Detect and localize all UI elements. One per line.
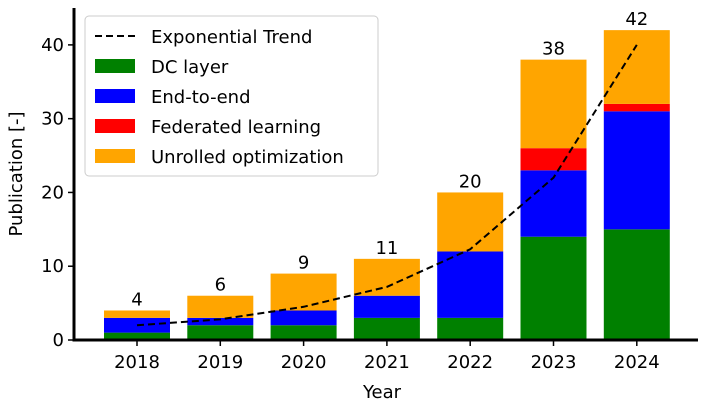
bar-dc-layer-2021 — [353, 317, 420, 340]
legend-box — [84, 15, 379, 177]
bar-end-to-end-2024 — [603, 111, 670, 230]
y-axis-title: Publication [-] — [6, 111, 27, 236]
bar-dc-layer-2020 — [270, 325, 337, 340]
x-tick-label: 2022 — [447, 352, 493, 373]
bars-layer — [104, 30, 670, 340]
total-label-2022: 20 — [459, 171, 482, 192]
bar-dc-layer-2023 — [520, 236, 587, 340]
legend-swatch-unrolled-optimization — [95, 149, 135, 163]
bar-end-to-end-2023 — [520, 170, 587, 237]
total-label-2020: 9 — [298, 253, 309, 274]
bar-end-to-end-2020 — [270, 310, 337, 326]
exponential-trend-line — [136, 44, 638, 327]
axes — [72, 8, 698, 342]
x-tick-label: 2019 — [197, 352, 243, 373]
bar-unrolled-optimization-2020 — [270, 273, 337, 311]
x-tick-label: 2024 — [614, 352, 660, 373]
total-label-2021: 11 — [375, 238, 398, 259]
bar-end-to-end-2022 — [437, 251, 504, 318]
bar-federated-learning-2024 — [603, 103, 670, 112]
bar-unrolled-optimization-2023 — [520, 59, 587, 149]
total-labels: 4 6 9 11 20 38 42 — [131, 9, 648, 310]
x-axis-ticks: 2018 2019 2020 2021 2022 2023 2024 — [114, 340, 660, 373]
bar-dc-layer-2019 — [187, 325, 254, 340]
y-tick-label: 20 — [41, 182, 64, 203]
bar-end-to-end-2021 — [353, 295, 420, 318]
legend-label-federated-learning: Federated learning — [151, 117, 321, 138]
y-tick-label: 0 — [53, 330, 64, 351]
legend-swatch-end-to-end — [95, 89, 135, 103]
x-tick-label: 2018 — [114, 352, 160, 373]
y-tick-label: 40 — [41, 35, 64, 56]
bar-unrolled-optimization-2019 — [187, 295, 254, 318]
y-axis-ticks: 0 10 20 30 40 — [41, 35, 74, 351]
legend: Exponential Trend DC layer End-to-end Feder… — [84, 15, 379, 177]
bar-unrolled-optimization-2024 — [603, 30, 670, 104]
y-tick-label: 30 — [41, 109, 64, 130]
x-tick-label: 2023 — [531, 352, 577, 373]
bar-dc-layer-2024 — [603, 229, 670, 340]
bar-end-to-end-2019 — [187, 317, 254, 326]
y-tick-label: 10 — [41, 256, 64, 277]
legend-label-unrolled-optimization: Unrolled optimization — [151, 147, 344, 168]
x-tick-label: 2021 — [364, 352, 410, 373]
legend-swatch-federated-learning — [95, 119, 135, 133]
total-label-2023: 38 — [542, 39, 565, 60]
legend-label-end-to-end: End-to-end — [151, 87, 251, 108]
bar-unrolled-optimization-2022 — [437, 192, 504, 252]
bar-unrolled-optimization-2018 — [104, 310, 170, 318]
bar-dc-layer-2018 — [104, 332, 170, 340]
x-tick-label: 2020 — [281, 352, 327, 373]
total-label-2019: 6 — [215, 275, 226, 296]
total-label-2024: 42 — [625, 9, 648, 30]
legend-label-dc-layer: DC layer — [151, 57, 229, 78]
legend-label-exponential-trend: Exponential Trend — [151, 27, 312, 48]
total-label-2018: 4 — [131, 289, 142, 310]
legend-swatch-dc-layer — [95, 59, 135, 73]
x-axis-title: Year — [362, 382, 402, 403]
bar-federated-learning-2023 — [520, 148, 587, 171]
bar-dc-layer-2022 — [437, 317, 504, 340]
